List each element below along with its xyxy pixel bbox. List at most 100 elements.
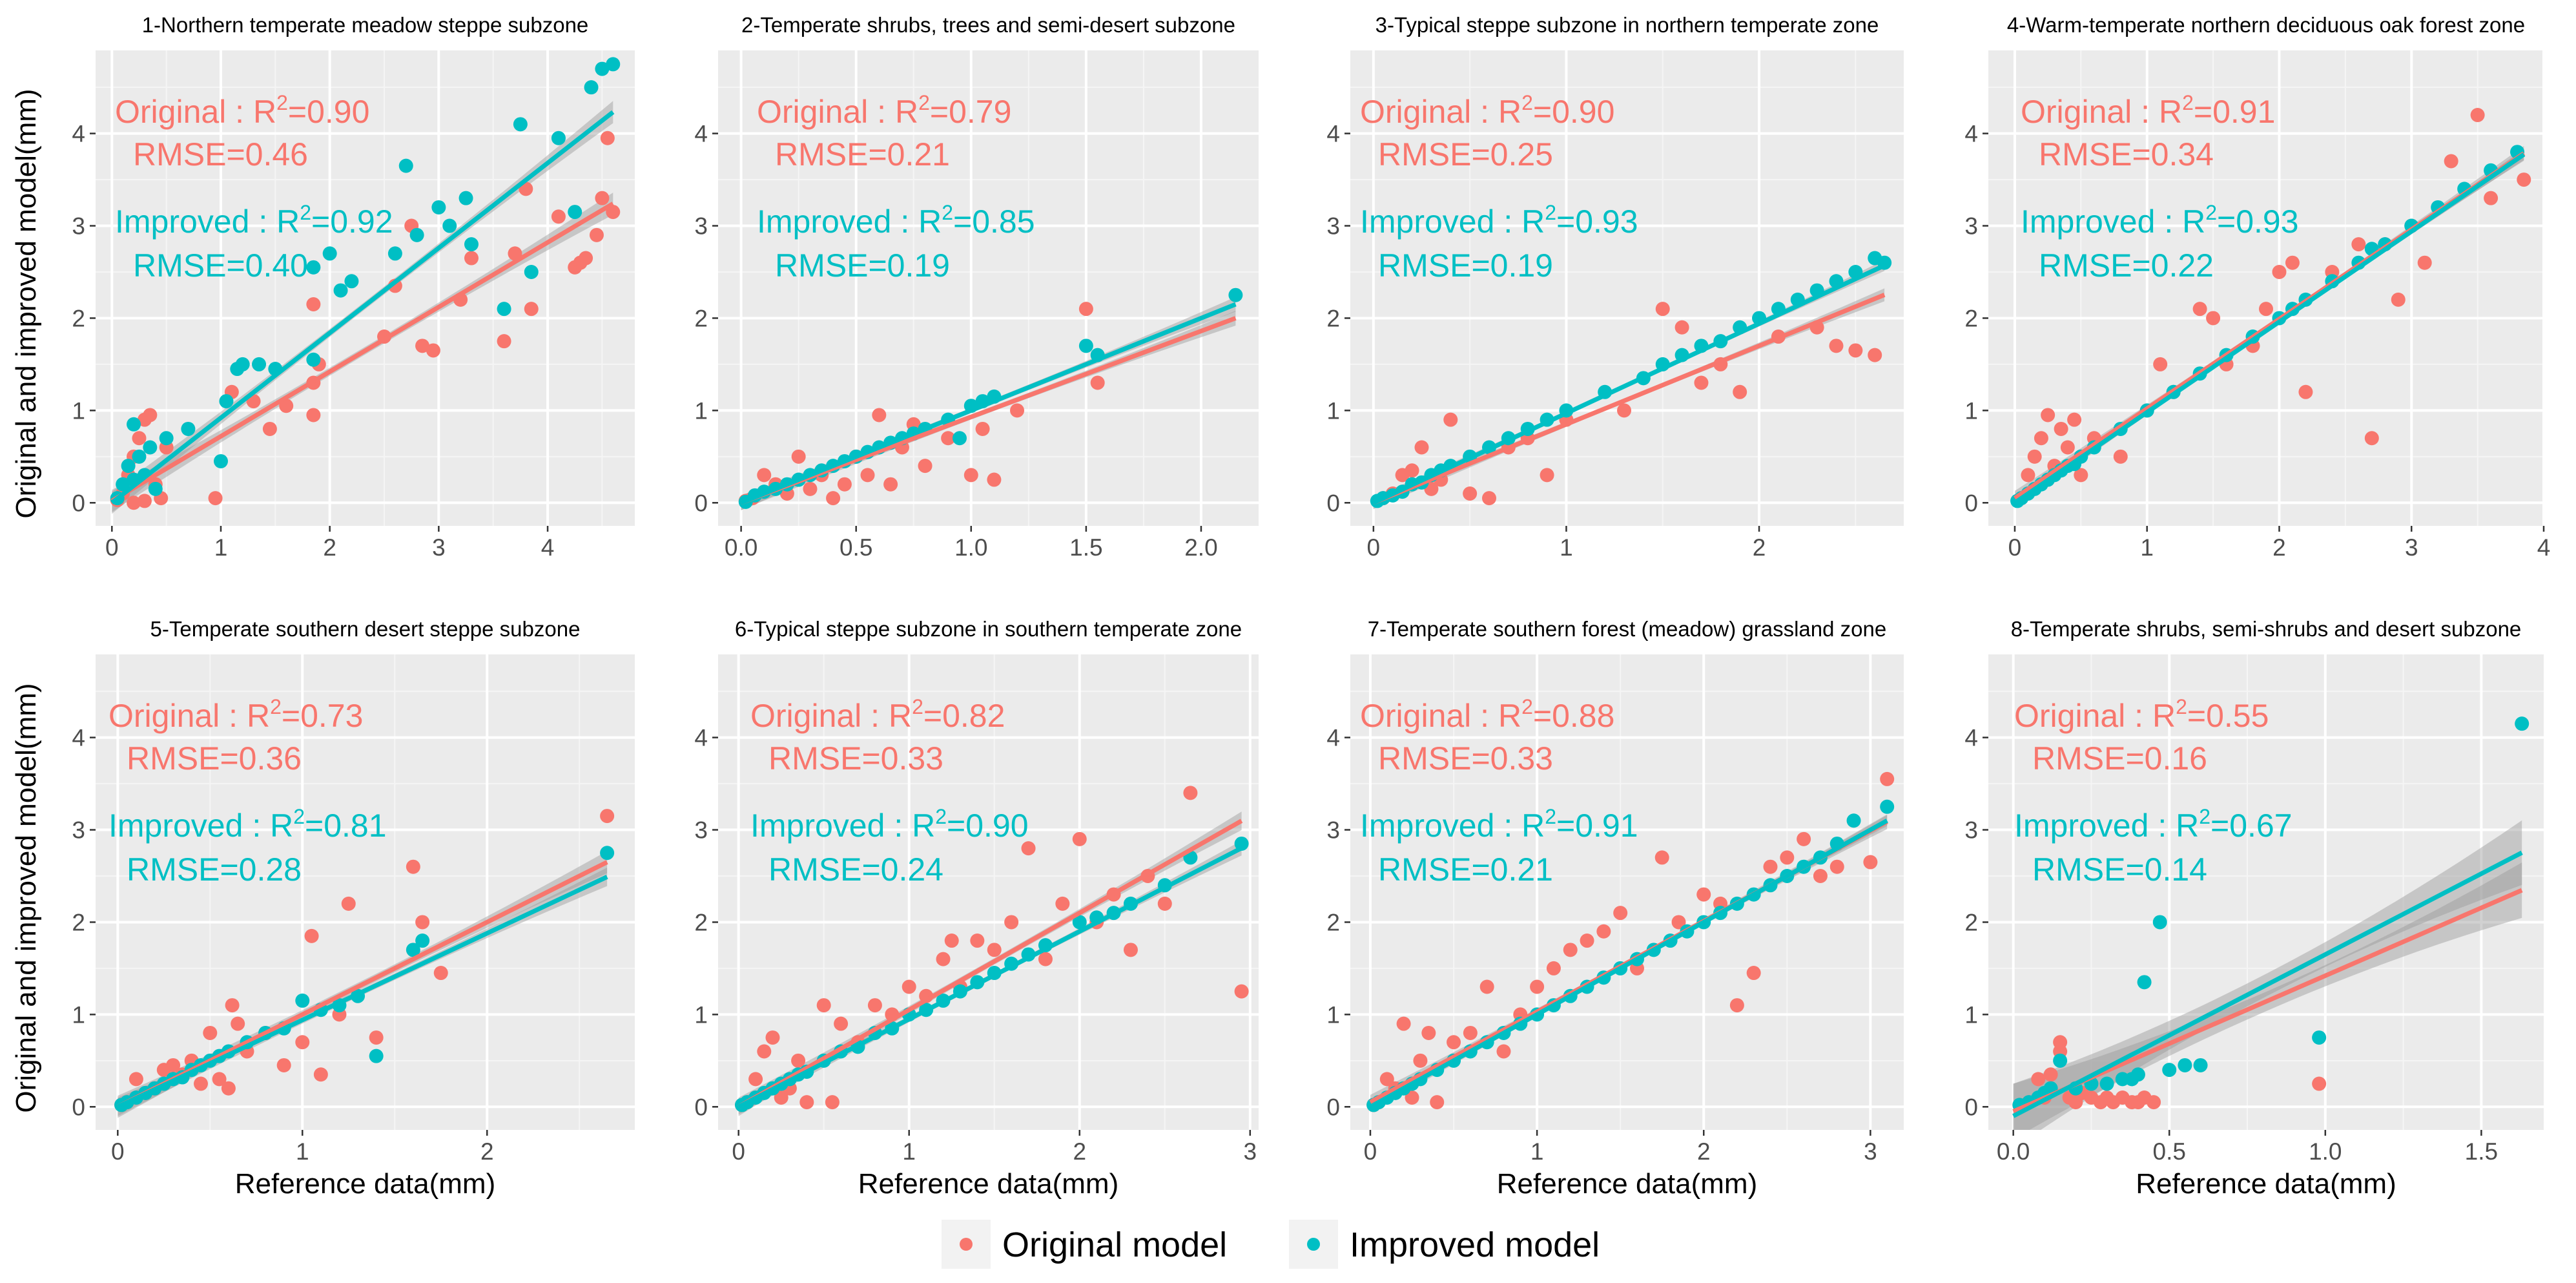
improved-data-point	[252, 357, 267, 371]
improved-data-point	[295, 993, 310, 1008]
improved-data-point	[568, 205, 582, 220]
improved-data-point	[181, 421, 196, 436]
improved-data-point	[524, 264, 539, 279]
improved-fit-line	[1369, 819, 1888, 1109]
original-data-point	[1055, 896, 1070, 911]
original-data-point	[1694, 375, 1709, 390]
improved-data-point	[1228, 287, 1243, 302]
x-tick-label: 1	[1530, 1138, 1544, 1165]
original-data-point	[166, 1058, 181, 1072]
x-tick-label: 0	[2008, 534, 2022, 561]
panel-title: 8-Temperate shrubs, semi-shrubs and dese…	[2011, 617, 2522, 641]
data-layer	[2010, 108, 2531, 508]
improved-data-point	[595, 61, 610, 76]
y-tick-label: 0	[72, 1094, 85, 1120]
x-tick-label: 1.5	[1069, 534, 1102, 561]
original-data-point	[757, 1044, 772, 1059]
original-data-point	[231, 1016, 245, 1031]
improved-r2-label: Improved : R2=0.93	[1360, 201, 1638, 240]
original-data-point	[1379, 1072, 1394, 1087]
original-data-point	[941, 431, 956, 446]
y-tick-label: 0	[1964, 490, 1978, 516]
x-tick-label: 4	[541, 534, 555, 561]
original-data-point	[129, 1072, 143, 1087]
original-data-point	[825, 1095, 840, 1110]
original-data-point	[791, 449, 806, 464]
original-data-point	[834, 1016, 849, 1031]
original-rmse-label: RMSE=0.34	[2039, 136, 2214, 172]
original-data-point	[600, 130, 615, 145]
original-data-point	[1863, 855, 1878, 870]
original-data-point	[1617, 403, 1632, 418]
improved-data-point	[159, 431, 174, 446]
original-data-point	[1481, 491, 1496, 506]
original-data-point	[918, 459, 933, 474]
original-data-point	[1596, 924, 1611, 939]
panel-title: 2-Temperate shrubs, trees and semi-deser…	[741, 13, 1235, 37]
major-gridlines	[96, 50, 635, 526]
legend-original-label: Original model	[1002, 1226, 1227, 1264]
y-tick-label: 2	[694, 305, 708, 331]
x-tick-label: 0	[111, 1138, 125, 1165]
original-data-point	[1880, 771, 1895, 786]
y-tick-label: 1	[1964, 397, 1978, 424]
improved-fit-line	[737, 846, 1243, 1109]
original-data-point	[2351, 237, 2366, 252]
y-tick-label: 3	[1326, 213, 1340, 240]
original-data-point	[2113, 449, 2128, 464]
original-data-point	[1696, 887, 1711, 902]
original-data-point	[1010, 403, 1025, 418]
y-tick-label: 0	[72, 490, 85, 516]
original-r2-label: Original : R2=0.88	[1360, 695, 1614, 734]
x-tick-label: 0.0	[1997, 1138, 2030, 1165]
improved-data-point	[116, 477, 130, 492]
improved-fit-line	[2013, 152, 2526, 505]
minor-gridlines	[1350, 50, 1904, 526]
original-data-point	[1443, 412, 1458, 427]
original-data-point	[589, 227, 604, 242]
original-data-point	[1463, 486, 1478, 501]
original-data-point	[2391, 292, 2406, 307]
y-tick-label: 0	[694, 1094, 708, 1120]
improved-rmse-label: RMSE=0.40	[133, 247, 308, 284]
y-axis-label-top: Original and improved model(mm)	[10, 89, 42, 518]
data-layer	[2012, 716, 2530, 1130]
original-data-point	[1038, 952, 1053, 966]
improved-data-point	[2193, 1058, 2208, 1072]
improved-data-point	[235, 357, 250, 371]
original-data-point	[902, 979, 916, 994]
original-data-point	[2147, 1095, 2161, 1110]
original-data-point	[2031, 1072, 2046, 1087]
x-tick-label: 1.5	[2465, 1138, 2498, 1165]
original-data-point	[415, 915, 430, 930]
x-tick-label: 2	[323, 534, 336, 561]
original-data-point	[127, 495, 141, 510]
original-data-point	[313, 1067, 328, 1082]
data-layer	[738, 287, 1243, 510]
original-data-point	[872, 408, 887, 422]
improved-data-point	[606, 57, 621, 72]
y-tick-label: 3	[1964, 817, 1978, 844]
panel-4: 0 1 2 3 4 0 1 2 3 4 4-Warm-temperate northern deci…	[1964, 13, 2550, 561]
original-r2-label: Original : R2=0.79	[757, 91, 1011, 130]
improved-r2-label: Improved : R2=0.81	[108, 805, 387, 844]
original-r2-label: Original : R2=0.91	[2021, 91, 2275, 130]
y-tick-label: 2	[1326, 305, 1340, 331]
improved-rmse-label: RMSE=0.28	[127, 851, 302, 888]
y-tick-label: 1	[694, 1001, 708, 1028]
improved-r2-label: Improved : R2=0.92	[115, 201, 393, 240]
original-rmse-label: RMSE=0.25	[1378, 136, 1553, 172]
panel-title: 6-Typical steppe subzone in southern tem…	[735, 617, 1242, 641]
x-tick-label: 3	[1244, 1138, 1257, 1165]
original-data-point	[987, 472, 1002, 487]
improved-data-point	[2099, 1076, 2114, 1091]
x-tick-label: 3	[432, 534, 446, 561]
data-layer	[110, 57, 621, 514]
panel-2: 0.0 0.5 1.0 1.5 2.0 0 1 2 3 4 2-Temperate shrubs, …	[694, 13, 1259, 561]
original-data-point	[1072, 831, 1087, 846]
original-data-point	[1733, 384, 1747, 399]
original-data-point	[1405, 1090, 1419, 1105]
original-data-point	[1234, 984, 1249, 999]
y-tick-label: 1	[72, 397, 85, 424]
